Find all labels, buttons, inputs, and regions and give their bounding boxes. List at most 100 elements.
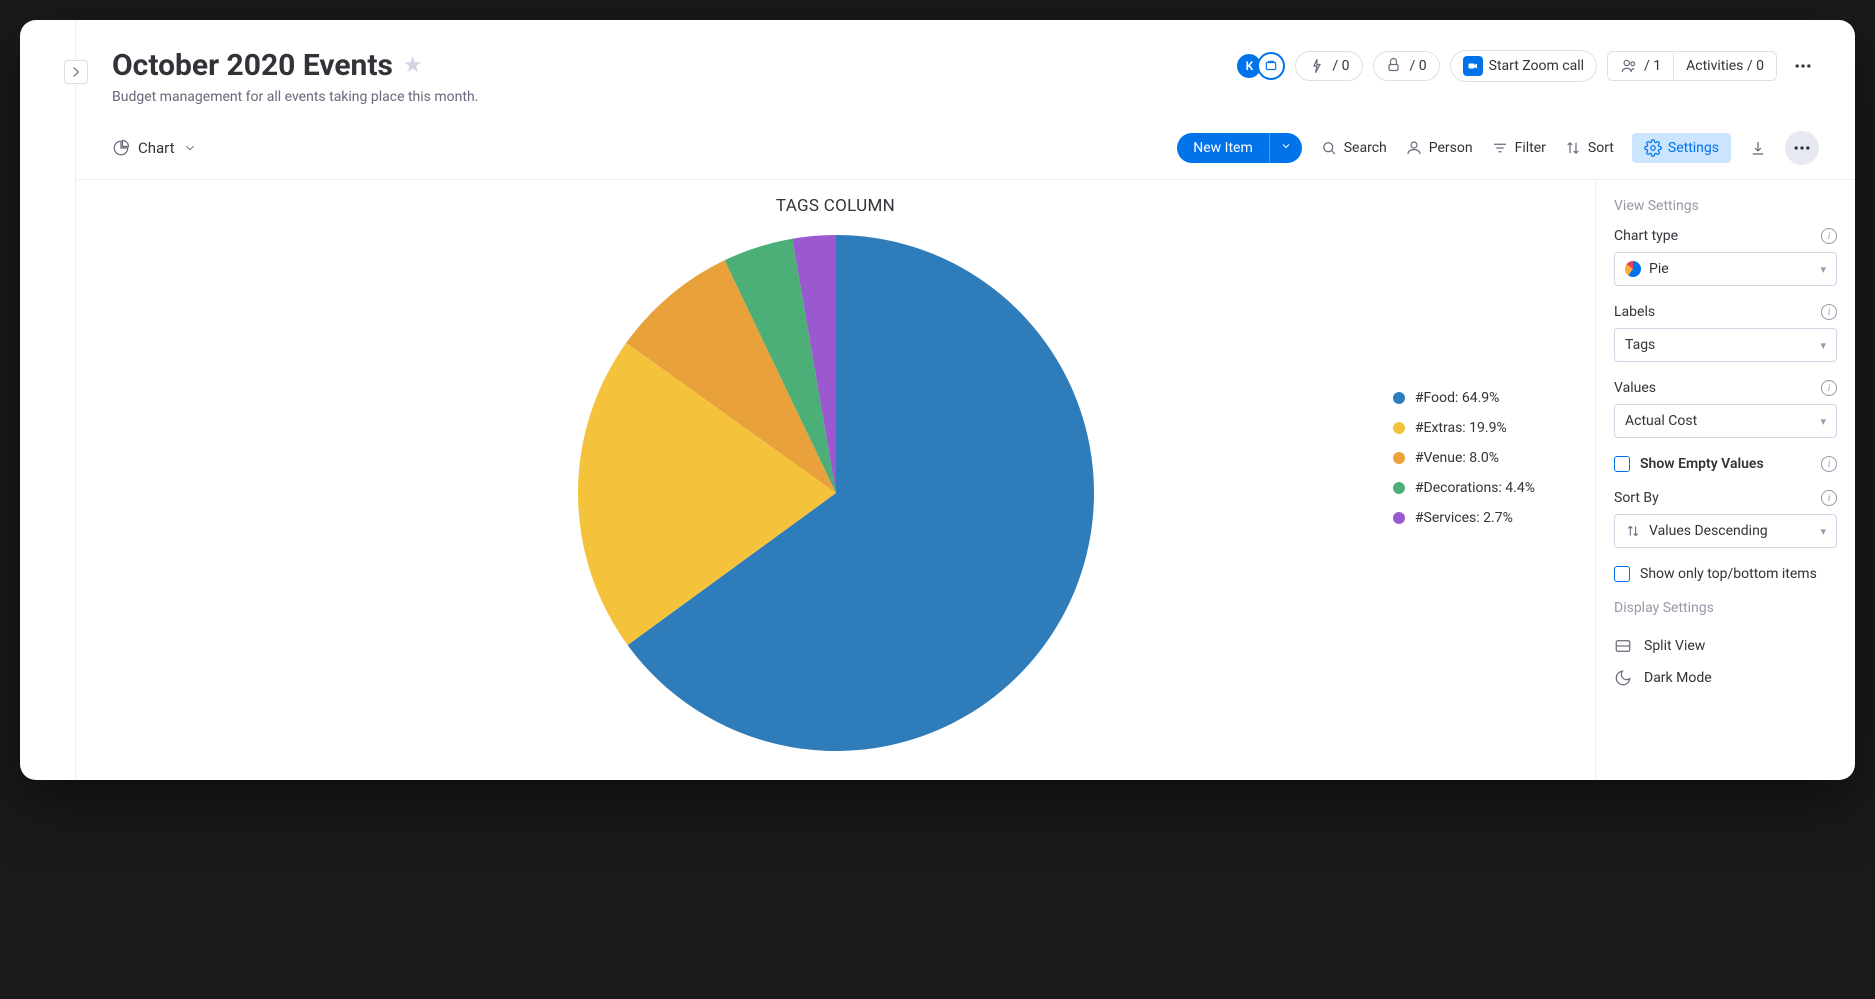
filter-button[interactable]: Filter — [1491, 139, 1546, 157]
download-button[interactable] — [1749, 139, 1767, 157]
page-subtitle: Budget management for all events taking … — [112, 89, 1819, 105]
sort-icon — [1625, 523, 1641, 539]
activities-label: Activities / 0 — [1686, 58, 1764, 74]
chart-type-value: Pie — [1649, 261, 1669, 277]
header-actions: K / 0 / 0 — [1241, 50, 1819, 82]
automations-button[interactable]: / 0 — [1295, 51, 1362, 81]
info-icon[interactable]: i — [1821, 456, 1837, 472]
collapsed-sidebar — [20, 20, 76, 780]
start-zoom-button[interactable]: Start Zoom call — [1450, 50, 1597, 82]
dark-mode-label: Dark Mode — [1644, 670, 1712, 686]
app-window: October 2020 Events ★ K / 0 — [20, 20, 1855, 780]
chart-type-select[interactable]: Pie ▾ — [1614, 252, 1837, 286]
values-value: Actual Cost — [1625, 413, 1697, 429]
chart-title: TAGS COLUMN — [96, 196, 1575, 216]
search-button[interactable]: Search — [1320, 139, 1387, 157]
toolbar-right: New Item Search Person Filter — [1177, 131, 1819, 165]
split-view-icon — [1614, 637, 1632, 655]
chevron-down-icon: ▾ — [1820, 525, 1826, 538]
legend-item[interactable]: #Extras: 19.9% — [1393, 420, 1535, 436]
favorite-star-icon[interactable]: ★ — [403, 53, 423, 78]
dark-mode-button[interactable]: Dark Mode — [1614, 662, 1837, 694]
chevron-down-icon — [1280, 140, 1292, 152]
chevron-down-icon: ▾ — [1820, 263, 1826, 276]
sort-label: Sort — [1588, 140, 1614, 156]
automation-icon — [1308, 57, 1326, 75]
sort-by-select[interactable]: Values Descending ▾ — [1614, 514, 1837, 548]
members-count: / 1 — [1644, 58, 1661, 74]
pie-chart — [578, 235, 1094, 755]
show-top-bottom-checkbox[interactable]: Show only top/bottom items — [1614, 566, 1837, 582]
show-empty-label: Show Empty Values — [1640, 456, 1764, 472]
person-icon — [1405, 139, 1423, 157]
pie-chart-icon — [112, 139, 130, 157]
legend-dot — [1393, 452, 1405, 464]
display-settings-title: Display Settings — [1614, 600, 1837, 616]
values-field: Values i Actual Cost ▾ — [1614, 380, 1837, 438]
members-button[interactable]: / 1 — [1608, 52, 1673, 80]
legend-label: #Decorations: 4.4% — [1415, 480, 1535, 496]
split-view-label: Split View — [1644, 638, 1705, 654]
filter-label: Filter — [1515, 140, 1546, 156]
view-label: Chart — [138, 139, 175, 157]
info-icon[interactable]: i — [1821, 380, 1837, 396]
view-settings-title: View Settings — [1614, 198, 1837, 214]
show-empty-checkbox[interactable]: Show Empty Values i — [1614, 456, 1837, 472]
legend-dot — [1393, 482, 1405, 494]
info-icon[interactable]: i — [1821, 304, 1837, 320]
automations-count: / 0 — [1332, 58, 1349, 74]
search-icon — [1320, 139, 1338, 157]
page-title: October 2020 Events — [112, 48, 393, 83]
checkbox-icon — [1614, 566, 1630, 582]
board-options-button[interactable] — [1787, 50, 1819, 82]
toolbar: Chart New Item Search Person — [76, 117, 1855, 180]
values-select[interactable]: Actual Cost ▾ — [1614, 404, 1837, 438]
chevron-right-icon — [67, 63, 85, 81]
values-label: Values — [1614, 380, 1656, 396]
new-item-button[interactable]: New Item — [1177, 133, 1302, 163]
view-selector[interactable]: Chart — [112, 139, 197, 157]
settings-button[interactable]: Settings — [1632, 133, 1731, 163]
legend-label: #Venue: 8.0% — [1415, 450, 1499, 466]
legend-dot — [1393, 422, 1405, 434]
zoom-label: Start Zoom call — [1489, 58, 1584, 74]
main-content: October 2020 Events ★ K / 0 — [76, 20, 1855, 780]
sort-button[interactable]: Sort — [1564, 139, 1614, 157]
integration-icon — [1386, 57, 1404, 75]
settings-label: Settings — [1668, 140, 1719, 156]
sort-by-field: Sort By i Values Descending ▾ — [1614, 490, 1837, 548]
labels-label: Labels — [1614, 304, 1655, 320]
legend-label: #Services: 2.7% — [1415, 510, 1513, 526]
chart-legend: #Food: 64.9% #Extras: 19.9% #Venue: 8.0% #D… — [1393, 390, 1535, 526]
split-view-button[interactable]: Split View — [1614, 630, 1837, 662]
guest-avatar-icon[interactable] — [1257, 52, 1285, 80]
legend-item[interactable]: #Venue: 8.0% — [1393, 450, 1535, 466]
legend-dot — [1393, 392, 1405, 404]
legend-label: #Food: 64.9% — [1415, 390, 1500, 406]
sort-icon — [1564, 139, 1582, 157]
pie-icon — [1625, 261, 1641, 277]
activities-area: / 1 Activities / 0 — [1607, 51, 1777, 81]
expand-sidebar-button[interactable] — [64, 60, 88, 84]
settings-panel: View Settings Chart type i Pie ▾ Labels … — [1595, 180, 1855, 780]
new-item-caret[interactable] — [1269, 133, 1302, 163]
info-icon[interactable]: i — [1821, 228, 1837, 244]
integrations-button[interactable]: / 0 — [1373, 51, 1440, 81]
download-icon — [1749, 139, 1767, 157]
dots-icon — [1792, 138, 1812, 158]
gear-icon — [1644, 139, 1662, 157]
labels-select[interactable]: Tags ▾ — [1614, 328, 1837, 362]
activities-button[interactable]: Activities / 0 — [1673, 53, 1776, 79]
view-options-button[interactable] — [1785, 131, 1819, 165]
sort-by-value: Values Descending — [1649, 523, 1768, 539]
legend-item[interactable]: #Services: 2.7% — [1393, 510, 1535, 526]
legend-item[interactable]: #Food: 64.9% — [1393, 390, 1535, 406]
legend-item[interactable]: #Decorations: 4.4% — [1393, 480, 1535, 496]
person-filter-button[interactable]: Person — [1405, 139, 1473, 157]
sort-by-label: Sort By — [1614, 490, 1659, 506]
info-icon[interactable]: i — [1821, 490, 1837, 506]
new-item-label: New Item — [1177, 133, 1269, 163]
moon-icon — [1614, 669, 1632, 687]
members-icon — [1620, 57, 1638, 75]
avatar-stack[interactable]: K — [1241, 52, 1285, 80]
